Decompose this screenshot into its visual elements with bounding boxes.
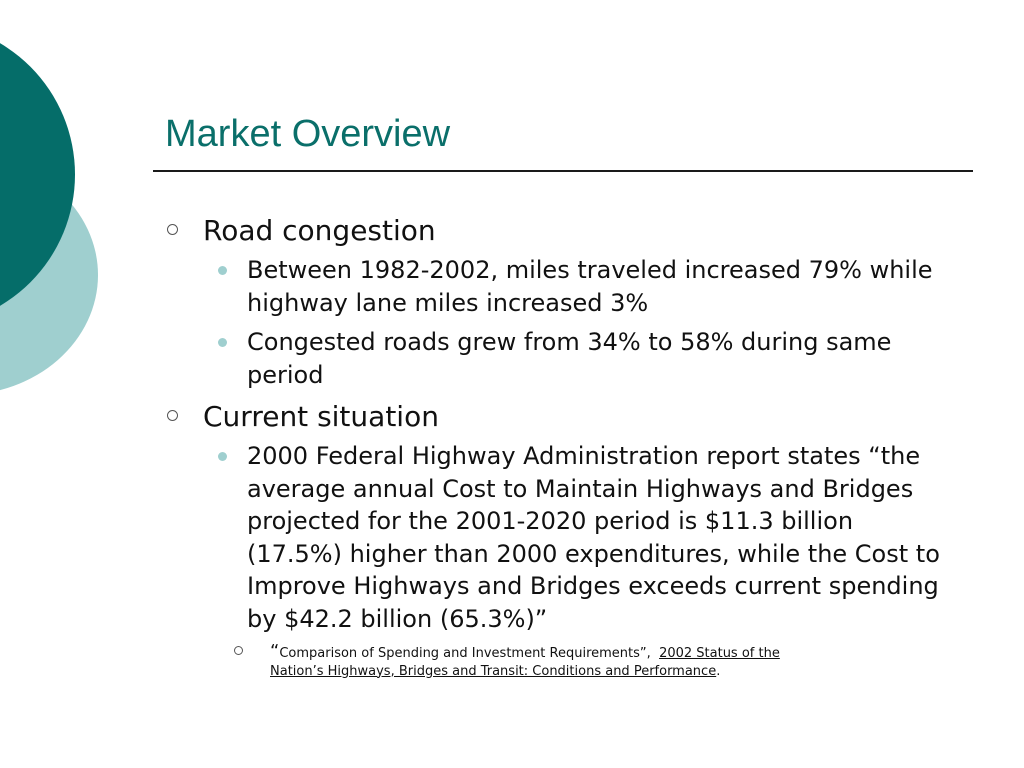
section-heading-road-congestion: Road congestion (160, 212, 950, 250)
bullet-item: 2000 Federal Highway Administration repo… (160, 440, 950, 635)
bullet-text: Between 1982-2002, miles traveled increa… (247, 256, 933, 317)
citation-item: “Comparison of Spending and Investment R… (160, 643, 790, 680)
slide-body: Road congestion Between 1982-2002, miles… (160, 210, 950, 680)
filled-circle-bullet-icon (218, 266, 227, 275)
section-heading-current-situation: Current situation (160, 398, 950, 436)
bullet-item: Congested roads grew from 34% to 58% dur… (160, 326, 950, 391)
hollow-circle-bullet-icon (167, 410, 178, 421)
bullet-item: Between 1982-2002, miles traveled increa… (160, 254, 950, 319)
citation-source: 2002 Status of the Nation’s Highways, Br… (270, 646, 780, 679)
section-heading-text: Road congestion (203, 214, 436, 247)
bullet-text: Congested roads grew from 34% to 58% dur… (247, 328, 892, 389)
citation-end: . (716, 663, 721, 679)
filled-circle-bullet-icon (218, 452, 227, 461)
bullet-text: 2000 Federal Highway Administration repo… (247, 442, 940, 633)
title-divider (153, 170, 973, 172)
section-heading-text: Current situation (203, 400, 439, 433)
slide-title: Market Overview (165, 113, 451, 155)
citation-open-quote: “ (270, 641, 280, 662)
hollow-circle-bullet-icon (167, 224, 178, 235)
filled-circle-bullet-icon (218, 338, 227, 347)
hollow-circle-bullet-icon (234, 646, 243, 655)
citation-text: Comparison of Spending and Investment Re… (279, 646, 651, 661)
